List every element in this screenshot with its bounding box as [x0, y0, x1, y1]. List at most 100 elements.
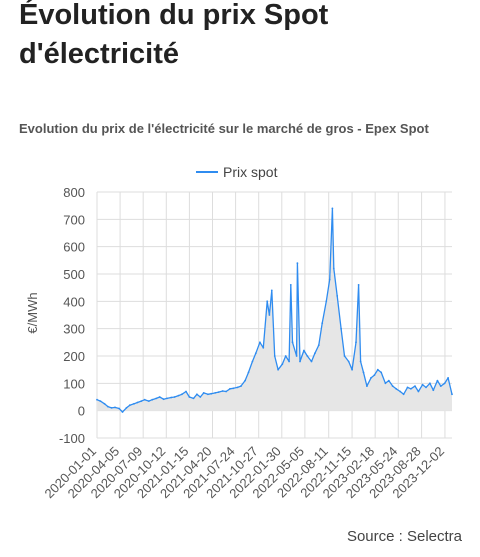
data-point [436, 379, 439, 382]
data-point [432, 389, 435, 392]
data-point [340, 327, 342, 330]
data-point [107, 405, 109, 408]
data-point [247, 371, 250, 374]
y-tick-label: 100 [63, 376, 85, 391]
data-point [370, 377, 372, 379]
data-point [380, 371, 383, 374]
data-point [254, 352, 257, 355]
data-point [395, 387, 397, 390]
data-point [99, 400, 102, 402]
data-point [299, 360, 301, 363]
data-point [410, 387, 412, 390]
x-axis: 2020-01-012020-04-052020-07-092020-10-12… [41, 444, 447, 502]
data-point [310, 360, 313, 363]
data-point [321, 322, 324, 325]
data-point [391, 385, 394, 387]
data-point [147, 400, 150, 402]
data-point [229, 387, 231, 390]
data-point [202, 392, 205, 394]
data-point [295, 355, 298, 357]
page-title: Évolution du prix Spot d'électricité [19, 0, 329, 70]
legend: Prix spot [196, 164, 278, 180]
data-point [425, 386, 427, 389]
y-tick-label: 300 [63, 322, 85, 337]
data-point [273, 355, 276, 357]
data-point [325, 300, 328, 303]
data-point [232, 387, 235, 390]
y-tick-label: 800 [63, 185, 85, 200]
data-point [199, 396, 202, 398]
data-point [291, 341, 294, 344]
price-chart: Prix spot -1000100200300400500600700800 … [25, 164, 453, 502]
y-tick-label: 0 [78, 404, 85, 419]
y-tick-label: 500 [63, 267, 85, 282]
y-tick-label: -100 [59, 431, 85, 446]
data-point [244, 379, 247, 382]
data-point [262, 346, 265, 349]
data-point [140, 400, 143, 402]
data-point [188, 396, 191, 398]
data-point [214, 392, 217, 394]
data-point [399, 390, 402, 393]
data-point [181, 393, 183, 396]
data-point [177, 394, 180, 397]
data-point [225, 390, 228, 393]
data-point [355, 341, 357, 344]
data-point [429, 382, 431, 385]
data-point [306, 355, 309, 357]
data-point [136, 401, 139, 404]
data-point [251, 360, 254, 363]
data-point [277, 368, 279, 371]
data-point [359, 360, 362, 363]
data-point [207, 393, 209, 396]
data-point [170, 396, 173, 399]
data-point [128, 404, 131, 407]
data-point [336, 295, 339, 297]
y-tick-label: 600 [63, 240, 85, 255]
data-point [296, 262, 299, 264]
data-point [240, 385, 242, 387]
data-point [417, 390, 420, 393]
data-point [362, 371, 365, 374]
data-point [143, 398, 146, 401]
y-axis-label: €/MWh [25, 292, 40, 333]
data-point [384, 382, 387, 385]
data-point [281, 363, 284, 366]
data-point [185, 390, 187, 393]
data-point [133, 402, 135, 405]
data-point [343, 355, 346, 357]
data-point [317, 344, 320, 346]
data-point [121, 411, 124, 413]
data-point [357, 284, 360, 286]
source-caption: Source : Selectra [346, 528, 462, 545]
data-point [173, 396, 176, 398]
data-point [196, 393, 198, 396]
data-point [447, 377, 449, 379]
data-point [110, 407, 113, 409]
data-point [351, 368, 353, 371]
data-point [192, 397, 195, 400]
chart-title: Evolution du prix de l'électricité sur l… [19, 121, 429, 136]
data-point [331, 207, 334, 210]
data-point [332, 267, 335, 270]
y-tick-label: 400 [63, 294, 85, 309]
legend-label: Prix spot [223, 164, 278, 180]
series-area [97, 208, 452, 412]
data-point [268, 314, 271, 316]
data-point [451, 393, 453, 396]
data-point [303, 349, 305, 352]
data-point [314, 352, 316, 355]
data-point [158, 396, 161, 398]
data-point [414, 385, 416, 387]
data-point [439, 385, 442, 387]
data-point [125, 407, 128, 409]
data-point [387, 379, 390, 382]
data-point [118, 407, 120, 410]
data-point [114, 406, 116, 409]
data-point [162, 398, 165, 401]
data-point [166, 397, 168, 400]
data-point [406, 386, 409, 389]
data-point [96, 398, 98, 401]
data-point [366, 385, 368, 387]
data-point [402, 393, 405, 396]
